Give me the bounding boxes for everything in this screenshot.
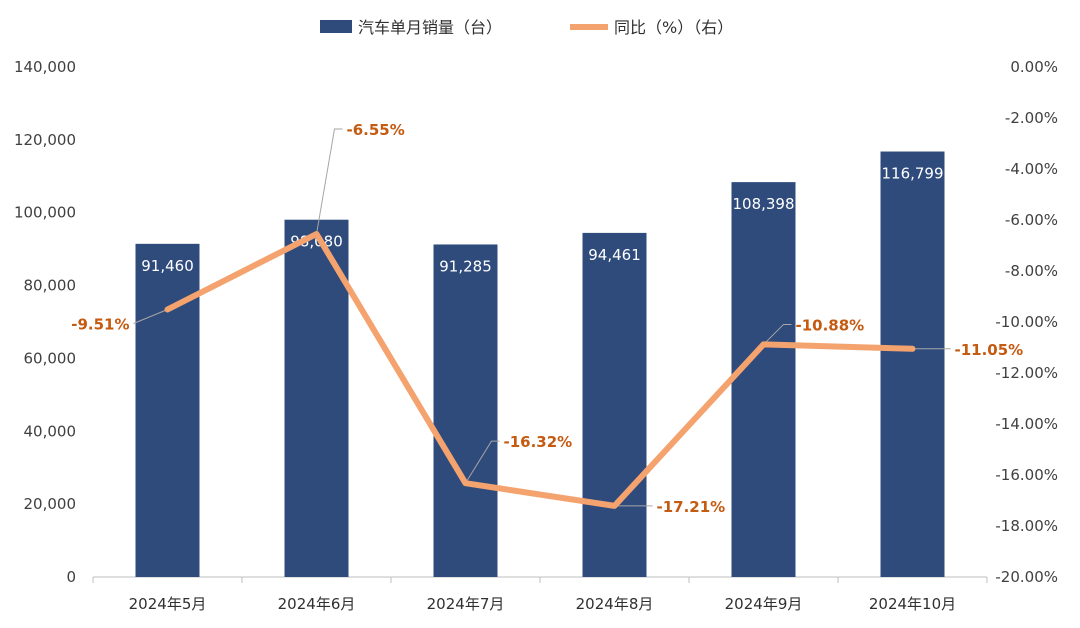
legend-swatch-sales <box>320 20 352 33</box>
right-axis-tick-label: -16.00% <box>995 466 1058 484</box>
right-axis-tick-label: -8.00% <box>1005 262 1058 280</box>
x-axis-tick-label: 2024年7月 <box>427 595 505 613</box>
line-data-label: -17.21% <box>657 498 726 516</box>
bar-data-label: 116,799 <box>881 165 943 183</box>
left-axis-tick-label: 120,000 <box>14 131 76 149</box>
bar-series <box>135 151 945 578</box>
bar <box>135 243 200 577</box>
right-axis-tick-label: -4.00% <box>1005 160 1058 178</box>
left-axis-tick-label: 60,000 <box>24 349 77 367</box>
line-data-label: -16.32% <box>504 433 573 451</box>
right-axis-tick-label: -18.00% <box>995 517 1058 535</box>
legend-label-sales: 汽车单月销量（台） <box>358 18 502 37</box>
right-axis-tick-label: -6.00% <box>1005 211 1058 229</box>
x-axis-tick-label: 2024年9月 <box>725 595 803 613</box>
bar <box>731 182 796 577</box>
leader-line <box>763 323 792 345</box>
bar-data-label: 91,285 <box>439 257 492 275</box>
right-axis-tick-label: -2.00% <box>1005 109 1058 127</box>
line-labels: -9.51% -6.55% -16.32% -17.21% -10.88% -11.05% <box>71 121 1023 516</box>
bar-data-label: 108,398 <box>732 195 794 213</box>
bar <box>582 232 647 577</box>
x-axis-tick-label: 2024年8月 <box>576 595 654 613</box>
yoy-line <box>164 231 916 509</box>
right-axis-tick-label: -12.00% <box>995 364 1058 382</box>
leader-line <box>465 440 500 484</box>
right-axis-tick-label: -14.00% <box>995 415 1058 433</box>
leader-lines <box>133 128 951 507</box>
legend-label-yoy: 同比（%）（右） <box>614 18 733 37</box>
line-data-label: -9.51% <box>71 316 129 334</box>
bar <box>433 244 498 577</box>
line-data-label: -10.88% <box>796 316 865 334</box>
left-axis-tick-label: 140,000 <box>14 58 76 76</box>
bar-data-label: 94,461 <box>588 246 641 264</box>
leader-line <box>133 309 168 324</box>
bar-labels: 91,460 98,080 91,285 94,461 108,398 116,799 <box>141 165 943 276</box>
x-axis: 2024年5月 2024年6月 2024年7月 2024年8月 2024年9月 2024年… <box>92 577 988 613</box>
line-data-label: -6.55% <box>347 121 405 139</box>
right-axis-tick-label: 0.00% <box>1010 58 1058 76</box>
right-axis-tick-label: -10.00% <box>995 313 1058 331</box>
leader-line <box>316 128 343 235</box>
x-axis-tick-label: 2024年5月 <box>129 595 207 613</box>
right-axis: -20.00% -18.00% -16.00% -14.00% -12.00% -10.0… <box>995 58 1058 586</box>
x-axis-tick-label: 2024年6月 <box>278 595 356 613</box>
bar <box>284 219 349 578</box>
bar-data-label: 91,460 <box>141 257 194 275</box>
left-axis-tick-label: 40,000 <box>24 422 77 440</box>
left-axis-tick-label: 0 <box>66 568 76 586</box>
x-axis-tick-label: 2024年10月 <box>869 595 956 613</box>
left-axis-tick-label: 20,000 <box>24 495 77 513</box>
bar-data-label: 98,080 <box>290 233 343 251</box>
left-axis-tick-label: 80,000 <box>24 277 77 295</box>
right-axis-tick-label: -20.00% <box>995 568 1058 586</box>
left-axis: 0 20,000 40,000 60,000 80,000 100,000 120,000 1… <box>14 58 76 586</box>
legend: 汽车单月销量（台） 同比（%）（右） <box>320 18 733 37</box>
left-axis-tick-label: 100,000 <box>14 204 76 222</box>
bar <box>880 151 945 577</box>
line-data-label: -11.05% <box>955 341 1024 359</box>
